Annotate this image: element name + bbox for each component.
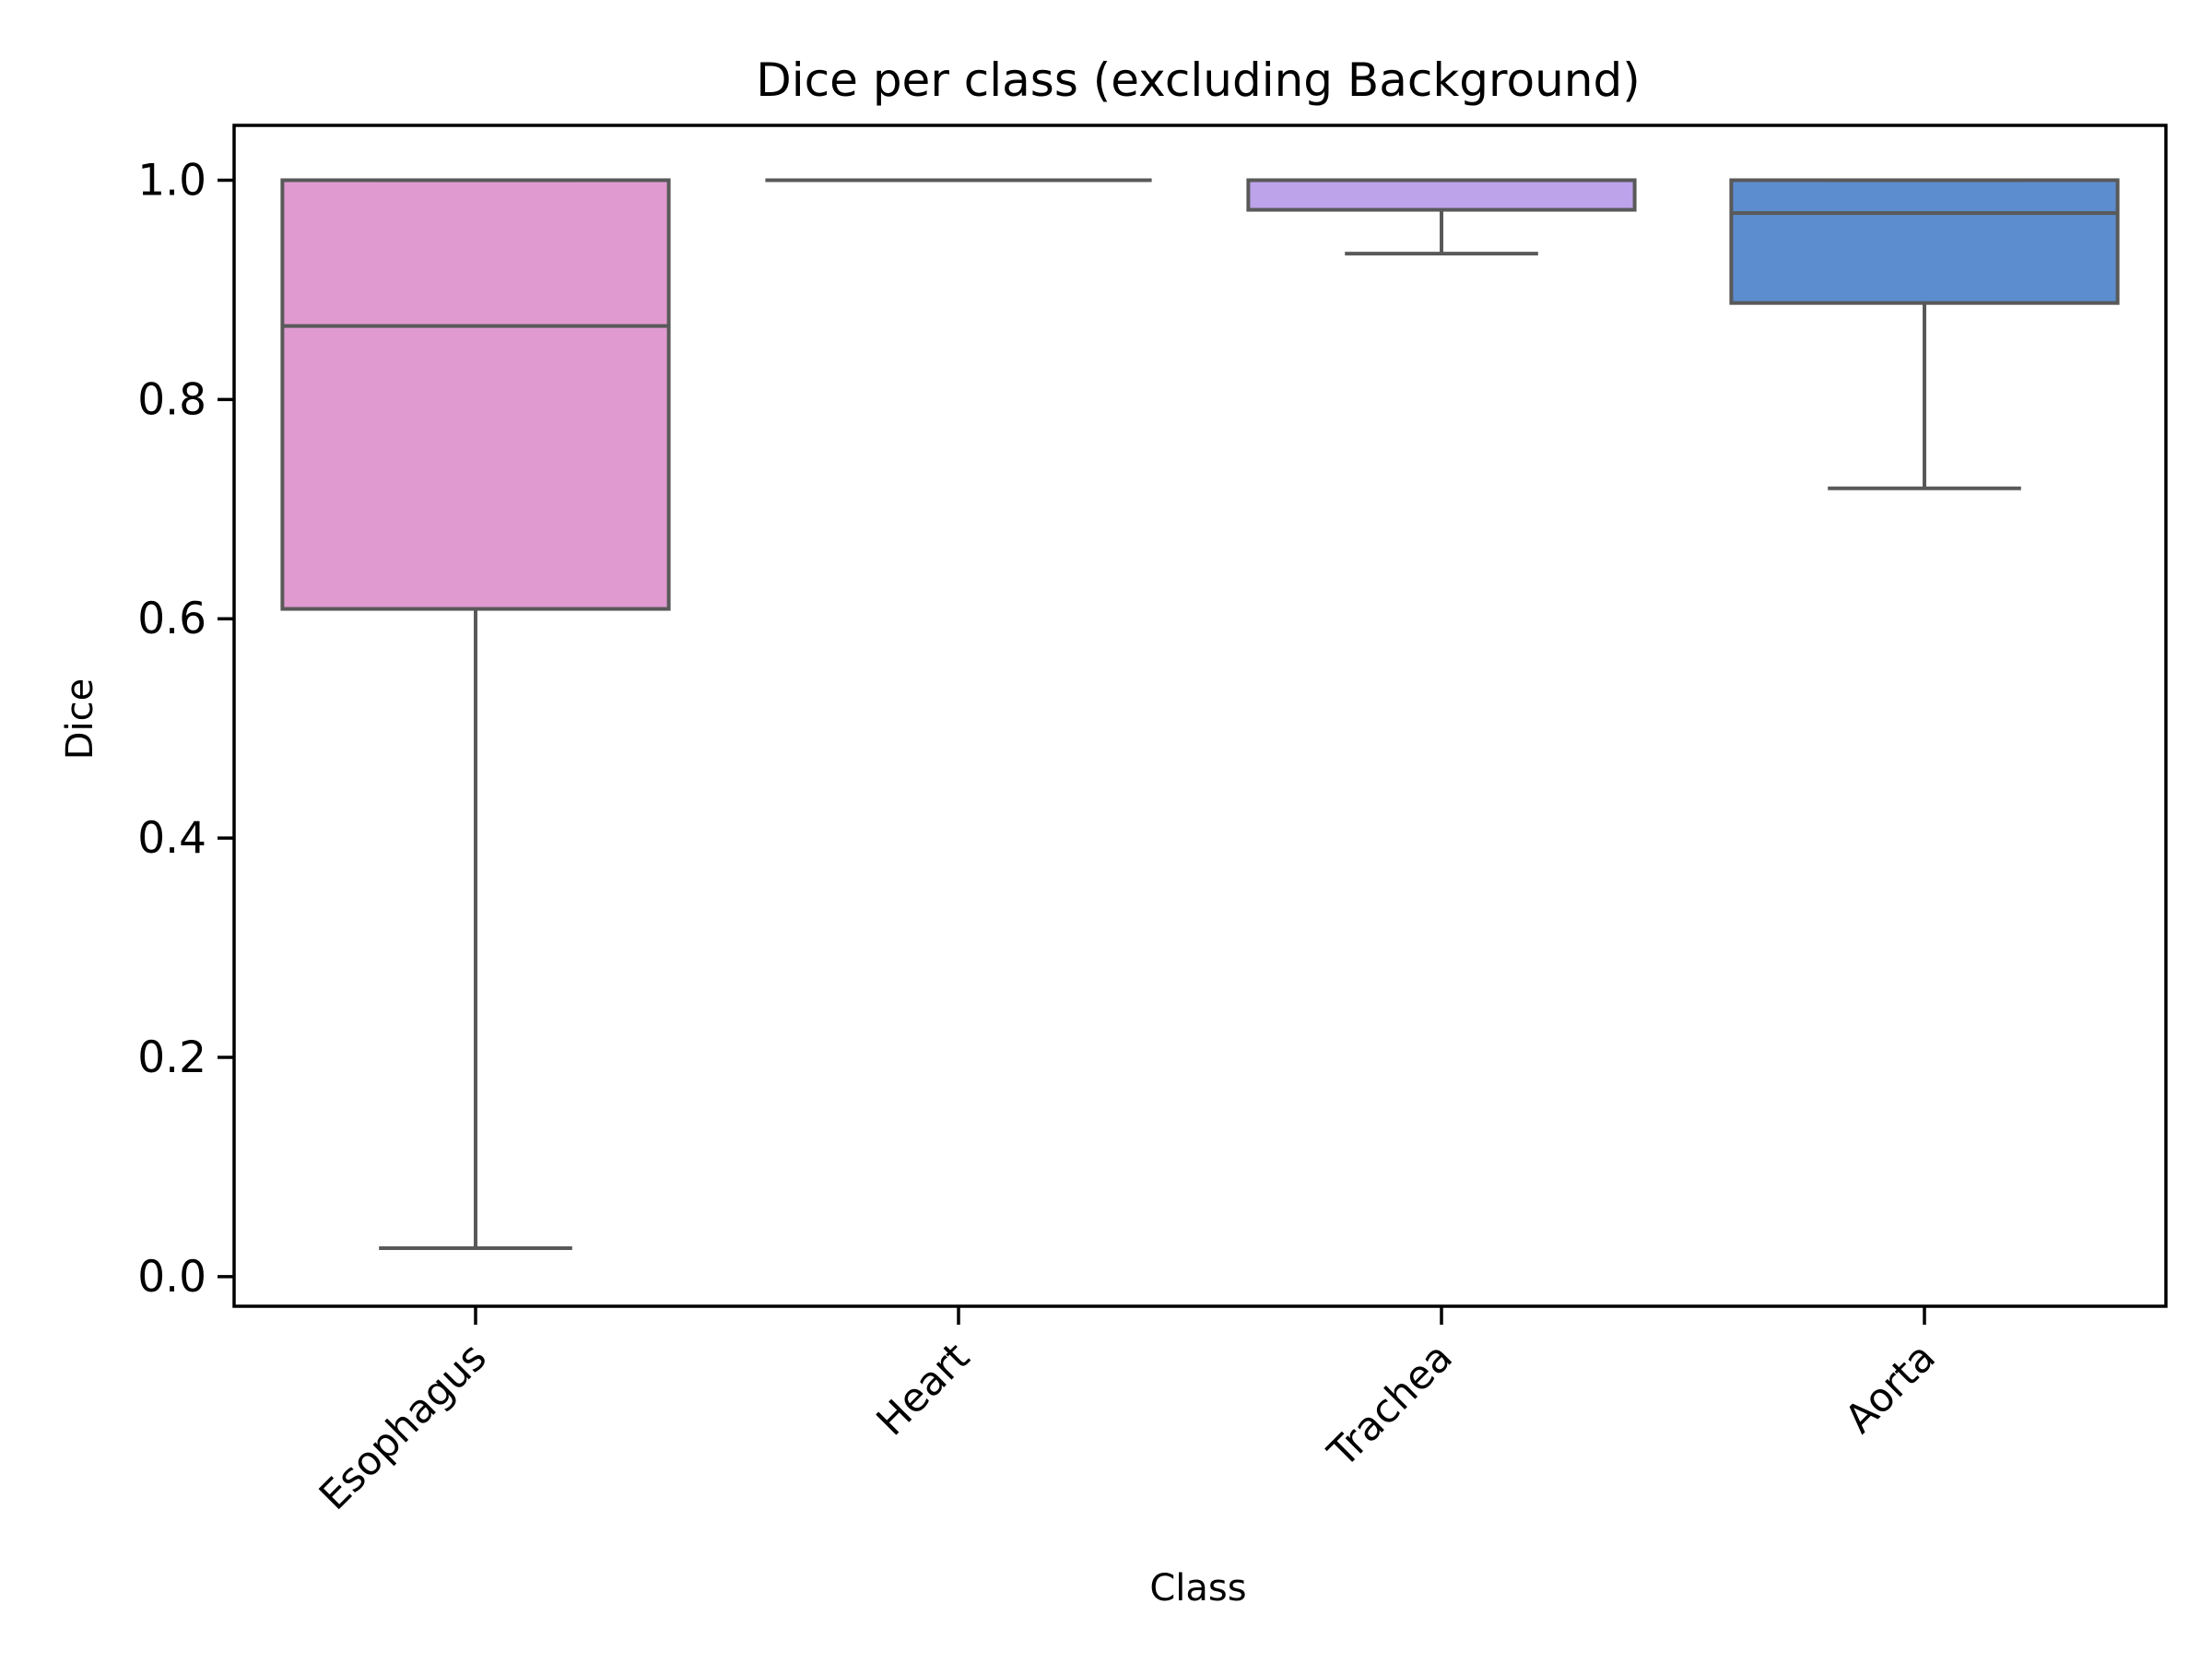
x-axis-label: Class — [1149, 1567, 1246, 1610]
y-tick-label: 0.8 — [137, 374, 206, 425]
box-group-esophagus — [280, 178, 671, 1250]
x-tick-label-trachea: Trachea — [1319, 1334, 1462, 1477]
box-group-trachea — [1246, 178, 1637, 256]
y-axis-label: Dice — [59, 678, 101, 761]
y-axis: 0.0 0.2 0.4 0.6 0.8 1.0 — [137, 155, 234, 1303]
chart-title: Dice per class (excluding Background) — [756, 53, 1640, 107]
box-aorta — [1729, 178, 2120, 305]
x-axis: Esophagus Heart Trachea Aorta — [311, 1306, 1945, 1519]
y-tick-label: 0.4 — [137, 813, 206, 864]
plot-area-frame — [232, 124, 2168, 1308]
box-group-aorta — [1729, 178, 2120, 490]
x-tick-label-heart: Heart — [868, 1334, 979, 1445]
y-tick-label: 1.0 — [137, 155, 206, 206]
y-tick-label: 0.0 — [137, 1252, 206, 1303]
box-trachea — [1246, 178, 1637, 212]
box-esophagus — [280, 178, 671, 611]
boxes-layer — [280, 178, 2120, 1250]
x-tick-label-aorta: Aorta — [1836, 1334, 1944, 1442]
y-tick-label: 0.6 — [137, 594, 206, 644]
x-tick-label-esophagus: Esophagus — [311, 1334, 496, 1519]
y-tick-label: 0.2 — [137, 1032, 206, 1083]
